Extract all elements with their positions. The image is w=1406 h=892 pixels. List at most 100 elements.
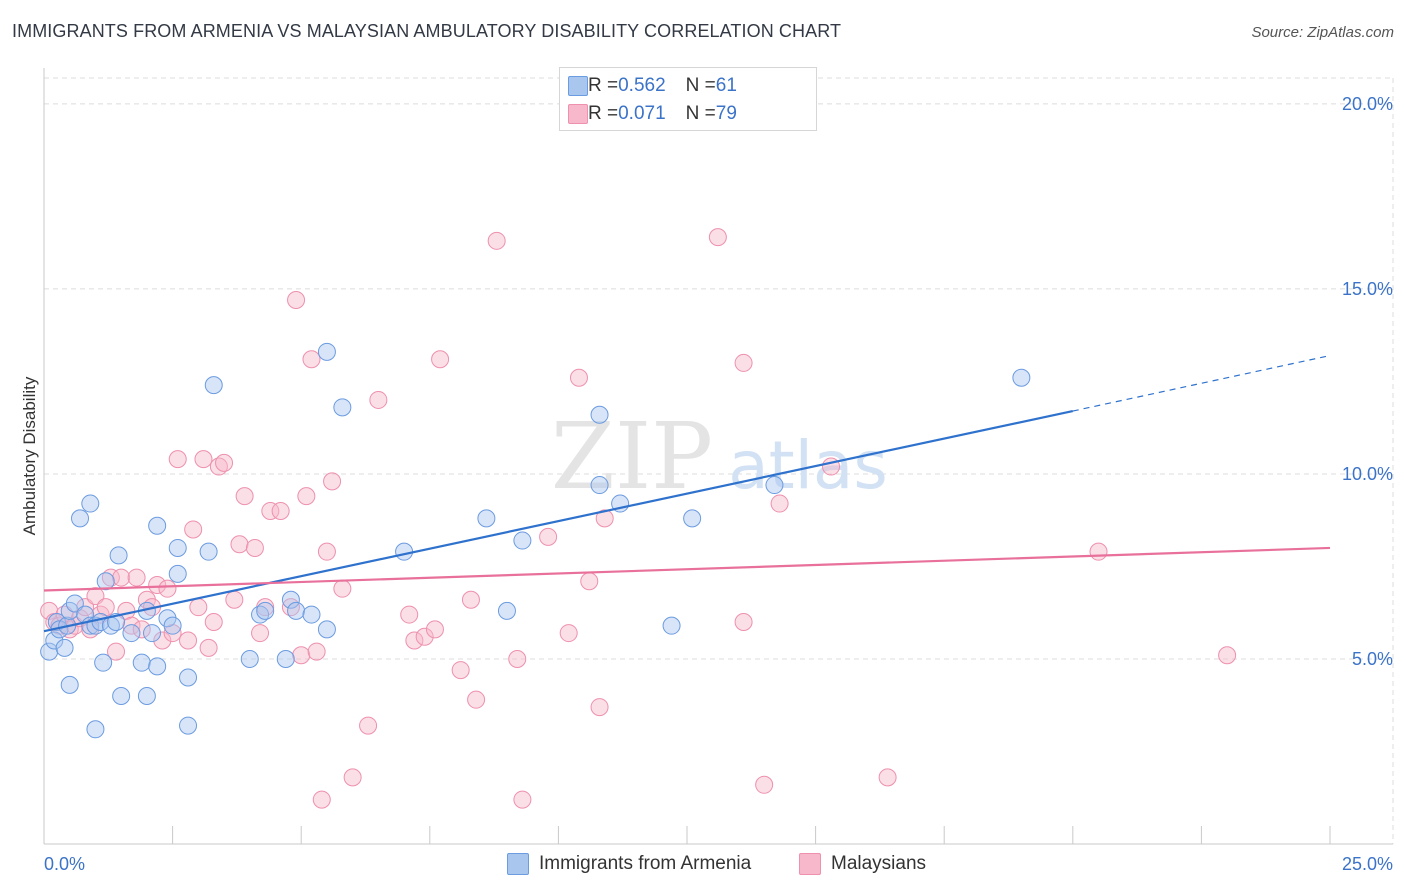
malaysians-point — [734, 612, 753, 631]
malaysians-point — [425, 620, 444, 639]
armenia-point — [765, 476, 784, 495]
x-tick-label-min: 0.0% — [44, 854, 85, 874]
legend-row-armenia: R = 0.562 N = 61 — [568, 73, 737, 99]
malaysians-point — [302, 350, 321, 369]
armenia-point — [662, 616, 681, 635]
armenia-point — [143, 624, 162, 643]
malaysians-point — [292, 646, 311, 665]
legend-n-label: N = — [685, 103, 716, 124]
armenia-point — [94, 653, 113, 672]
legend-n-label: N = — [685, 75, 716, 96]
malaysians-point — [271, 501, 290, 520]
malaysians-point — [569, 368, 588, 387]
armenia-point — [204, 376, 223, 395]
malaysians-point — [225, 590, 244, 609]
armenia-point — [148, 657, 167, 676]
malaysians-point — [86, 587, 105, 606]
armenia-point — [281, 590, 300, 609]
y-tick-label: 5.0% — [1352, 649, 1393, 669]
malaysians-point — [513, 790, 532, 809]
bottom-legend-armenia: Immigrants from Armenia — [507, 851, 751, 877]
malaysians-point — [559, 624, 578, 643]
armenia-point — [317, 342, 336, 361]
malaysians-point — [451, 661, 470, 680]
malaysians-point — [508, 649, 527, 668]
bottom-legend-label: Immigrants from Armenia — [539, 853, 752, 874]
malaysians-point — [235, 487, 254, 506]
bottom-legend-malaysians: Malaysians — [799, 851, 926, 877]
malaysians-point — [323, 472, 342, 491]
malaysians-point — [415, 627, 434, 646]
malaysians-point — [317, 542, 336, 561]
malaysians-point — [107, 642, 126, 661]
armenia-trend-extension — [1072, 354, 1331, 412]
armenia-point — [302, 605, 321, 624]
malaysians-point — [127, 568, 146, 587]
armenia-point — [163, 616, 182, 635]
malaysians-point — [539, 527, 558, 546]
malaysians-point — [230, 535, 249, 554]
malaysians-point — [122, 616, 141, 635]
legend-swatch-blue — [568, 76, 588, 96]
malaysians-point — [307, 642, 326, 661]
y-tick-label: 10.0% — [1342, 464, 1393, 484]
watermark: ZIP atlas — [551, 403, 888, 510]
watermark-atlas: atlas — [728, 427, 888, 504]
bottom-legend-swatch-pink — [799, 853, 821, 875]
malaysians-point — [101, 568, 120, 587]
axes — [43, 68, 1393, 845]
malaysians-point — [184, 520, 203, 539]
grid-lines — [44, 77, 1394, 844]
malaysians-point — [179, 631, 198, 650]
malaysians-point — [297, 487, 316, 506]
armenia-point — [497, 601, 516, 620]
armenia-point — [683, 509, 702, 528]
armenia-point — [40, 642, 59, 661]
malaysians-point — [132, 620, 151, 639]
malaysians-point — [369, 390, 388, 409]
armenia-point — [96, 572, 115, 591]
bottom-legend-label: Malaysians — [831, 853, 927, 874]
malaysians-point — [487, 231, 506, 250]
malaysians-point — [431, 350, 450, 369]
armenia-point — [45, 631, 64, 650]
armenia-point — [395, 542, 414, 561]
armenia-point — [148, 516, 167, 535]
malaysians-point — [281, 598, 300, 617]
malaysians-point — [400, 605, 419, 624]
malaysians-point — [590, 698, 609, 717]
armenia-point — [112, 686, 131, 705]
armenia-point — [179, 716, 198, 735]
armenia-point — [333, 398, 352, 417]
chart-title: IMMIGRANTS FROM ARMENIA VS MALAYSIAN AMB… — [12, 21, 842, 41]
y-tick-label: 15.0% — [1342, 279, 1393, 299]
malaysians-point — [755, 775, 774, 794]
armenia-point — [65, 594, 84, 613]
malaysians-point — [343, 768, 362, 787]
armenia-point — [109, 546, 128, 565]
legend-r-value: 0.562 — [618, 75, 666, 96]
trend-lines — [43, 354, 1331, 633]
armenia-point — [71, 509, 90, 528]
armenia-point — [81, 494, 100, 513]
armenia-point — [513, 531, 532, 550]
malaysians-point — [76, 598, 95, 617]
malaysians-point — [580, 572, 599, 591]
malaysians-trend-line — [43, 546, 1331, 592]
malaysians-point — [461, 590, 480, 609]
malaysians-point — [209, 457, 228, 476]
malaysians-point — [312, 790, 331, 809]
malaysians-point — [770, 494, 789, 513]
malaysians-point — [595, 509, 614, 528]
armenia-point — [256, 601, 275, 620]
armenia-point — [55, 638, 74, 657]
armenia-point — [122, 624, 141, 643]
malaysians-point — [245, 538, 264, 557]
armenia-point — [86, 720, 105, 739]
malaysians-point — [359, 716, 378, 735]
legend-r-label: R = — [588, 103, 619, 124]
armenia-point — [287, 601, 306, 620]
malaysians-points — [40, 228, 1237, 809]
armenia-trend-line — [43, 409, 1074, 633]
